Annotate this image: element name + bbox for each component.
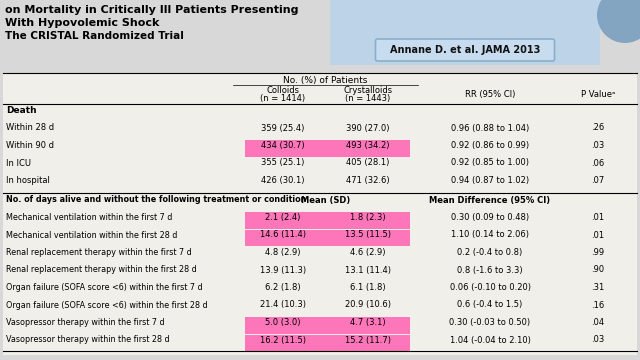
- Text: 0.94 (0.87 to 1.02): 0.94 (0.87 to 1.02): [451, 176, 529, 185]
- Text: 0.96 (0.88 to 1.04): 0.96 (0.88 to 1.04): [451, 123, 529, 132]
- Text: .90: .90: [591, 266, 605, 274]
- Text: P Valueᵃ: P Valueᵃ: [581, 90, 615, 99]
- Bar: [245, 230, 410, 246]
- Text: No. of days alive and without the following treatment or condition: No. of days alive and without the follow…: [6, 195, 307, 204]
- Text: 13.9 (11.3): 13.9 (11.3): [260, 266, 306, 274]
- Text: 0.30 (0.09 to 0.48): 0.30 (0.09 to 0.48): [451, 213, 529, 222]
- Text: No. (%) of Patients: No. (%) of Patients: [284, 76, 368, 85]
- Text: Vasopressor therapy within the first 7 d: Vasopressor therapy within the first 7 d: [6, 318, 164, 327]
- Text: .16: .16: [591, 301, 605, 310]
- Circle shape: [597, 0, 640, 43]
- Text: Within 28 d: Within 28 d: [6, 123, 54, 132]
- Text: The CRISTAL Randomized Trial: The CRISTAL Randomized Trial: [5, 31, 184, 41]
- Text: 13.5 (11.5): 13.5 (11.5): [345, 230, 391, 239]
- Text: 390 (27.0): 390 (27.0): [346, 123, 390, 132]
- Text: 2.1 (2.4): 2.1 (2.4): [266, 213, 301, 222]
- Text: 6.1 (1.8): 6.1 (1.8): [350, 283, 386, 292]
- Text: .07: .07: [591, 176, 605, 185]
- Text: 5.0 (3.0): 5.0 (3.0): [265, 318, 301, 327]
- Text: .26: .26: [591, 123, 605, 132]
- Text: Mean (SD): Mean (SD): [301, 195, 350, 204]
- Text: on Mortality in Critically Ill Patients Presenting: on Mortality in Critically Ill Patients …: [5, 5, 298, 15]
- Bar: [245, 140, 410, 157]
- Text: 405 (28.1): 405 (28.1): [346, 158, 390, 167]
- Text: Mean Difference (95% CI): Mean Difference (95% CI): [429, 195, 550, 204]
- Text: 0.6 (-0.4 to 1.5): 0.6 (-0.4 to 1.5): [458, 301, 523, 310]
- Text: Annane D. et al. JAMA 2013: Annane D. et al. JAMA 2013: [390, 45, 540, 55]
- Text: 426 (30.1): 426 (30.1): [261, 176, 305, 185]
- Text: 21.4 (10.3): 21.4 (10.3): [260, 301, 306, 310]
- Bar: [330, 0, 600, 65]
- Text: In hospital: In hospital: [6, 176, 50, 185]
- Text: Mechanical ventilation within the first 7 d: Mechanical ventilation within the first …: [6, 213, 172, 222]
- Text: 0.8 (-1.6 to 3.3): 0.8 (-1.6 to 3.3): [457, 266, 523, 274]
- Text: .03: .03: [591, 141, 605, 150]
- Text: .01: .01: [591, 213, 605, 222]
- Bar: [245, 334, 410, 351]
- Text: 0.92 (0.86 to 0.99): 0.92 (0.86 to 0.99): [451, 141, 529, 150]
- Text: 6.2 (1.8): 6.2 (1.8): [265, 283, 301, 292]
- Text: 4.7 (3.1): 4.7 (3.1): [350, 318, 386, 327]
- FancyBboxPatch shape: [376, 39, 554, 61]
- Bar: [3, 73, 637, 355]
- Text: Mechanical ventilation within the first 28 d: Mechanical ventilation within the first …: [6, 230, 177, 239]
- Bar: [245, 212, 410, 229]
- Text: Organ failure (SOFA score <6) within the first 7 d: Organ failure (SOFA score <6) within the…: [6, 283, 203, 292]
- Text: Vasopressor therapy within the first 28 d: Vasopressor therapy within the first 28 …: [6, 336, 170, 345]
- Text: .01: .01: [591, 230, 605, 239]
- Text: 359 (25.4): 359 (25.4): [261, 123, 305, 132]
- Text: 0.30 (-0.03 to 0.50): 0.30 (-0.03 to 0.50): [449, 318, 531, 327]
- Text: 13.1 (11.4): 13.1 (11.4): [345, 266, 391, 274]
- Text: 4.6 (2.9): 4.6 (2.9): [350, 248, 386, 257]
- Bar: [245, 317, 410, 333]
- Text: (n = 1414): (n = 1414): [260, 94, 305, 103]
- Text: .03: .03: [591, 336, 605, 345]
- Text: In ICU: In ICU: [6, 158, 31, 167]
- Text: 355 (25.1): 355 (25.1): [261, 158, 305, 167]
- Text: 0.2 (-0.4 to 0.8): 0.2 (-0.4 to 0.8): [458, 248, 523, 257]
- Text: 493 (34.2): 493 (34.2): [346, 141, 390, 150]
- Text: Renal replacement therapy within the first 28 d: Renal replacement therapy within the fir…: [6, 266, 196, 274]
- Text: (n = 1443): (n = 1443): [346, 94, 390, 103]
- Text: Renal replacement therapy within the first 7 d: Renal replacement therapy within the fir…: [6, 248, 192, 257]
- Text: Within 90 d: Within 90 d: [6, 141, 54, 150]
- Text: 471 (32.6): 471 (32.6): [346, 176, 390, 185]
- Text: .06: .06: [591, 158, 605, 167]
- Text: Colloids: Colloids: [266, 86, 300, 95]
- Text: .99: .99: [591, 248, 605, 257]
- Text: 1.10 (0.14 to 2.06): 1.10 (0.14 to 2.06): [451, 230, 529, 239]
- Text: .04: .04: [591, 318, 605, 327]
- Text: RR (95% CI): RR (95% CI): [465, 90, 515, 99]
- Text: 0.06 (-0.10 to 0.20): 0.06 (-0.10 to 0.20): [449, 283, 531, 292]
- Text: 1.8 (2.3): 1.8 (2.3): [350, 213, 386, 222]
- Text: Crystalloids: Crystalloids: [344, 86, 392, 95]
- Text: Death: Death: [6, 106, 36, 115]
- Text: 15.2 (11.7): 15.2 (11.7): [345, 336, 391, 345]
- Text: 4.8 (2.9): 4.8 (2.9): [265, 248, 301, 257]
- Text: With Hypovolemic Shock: With Hypovolemic Shock: [5, 18, 159, 28]
- Text: Organ failure (SOFA score <6) within the first 28 d: Organ failure (SOFA score <6) within the…: [6, 301, 207, 310]
- Text: 1.04 (-0.04 to 2.10): 1.04 (-0.04 to 2.10): [449, 336, 531, 345]
- Text: 14.6 (11.4): 14.6 (11.4): [260, 230, 306, 239]
- Text: 0.92 (0.85 to 1.00): 0.92 (0.85 to 1.00): [451, 158, 529, 167]
- Text: .31: .31: [591, 283, 605, 292]
- Text: 16.2 (11.5): 16.2 (11.5): [260, 336, 306, 345]
- Text: 434 (30.7): 434 (30.7): [261, 141, 305, 150]
- Text: 20.9 (10.6): 20.9 (10.6): [345, 301, 391, 310]
